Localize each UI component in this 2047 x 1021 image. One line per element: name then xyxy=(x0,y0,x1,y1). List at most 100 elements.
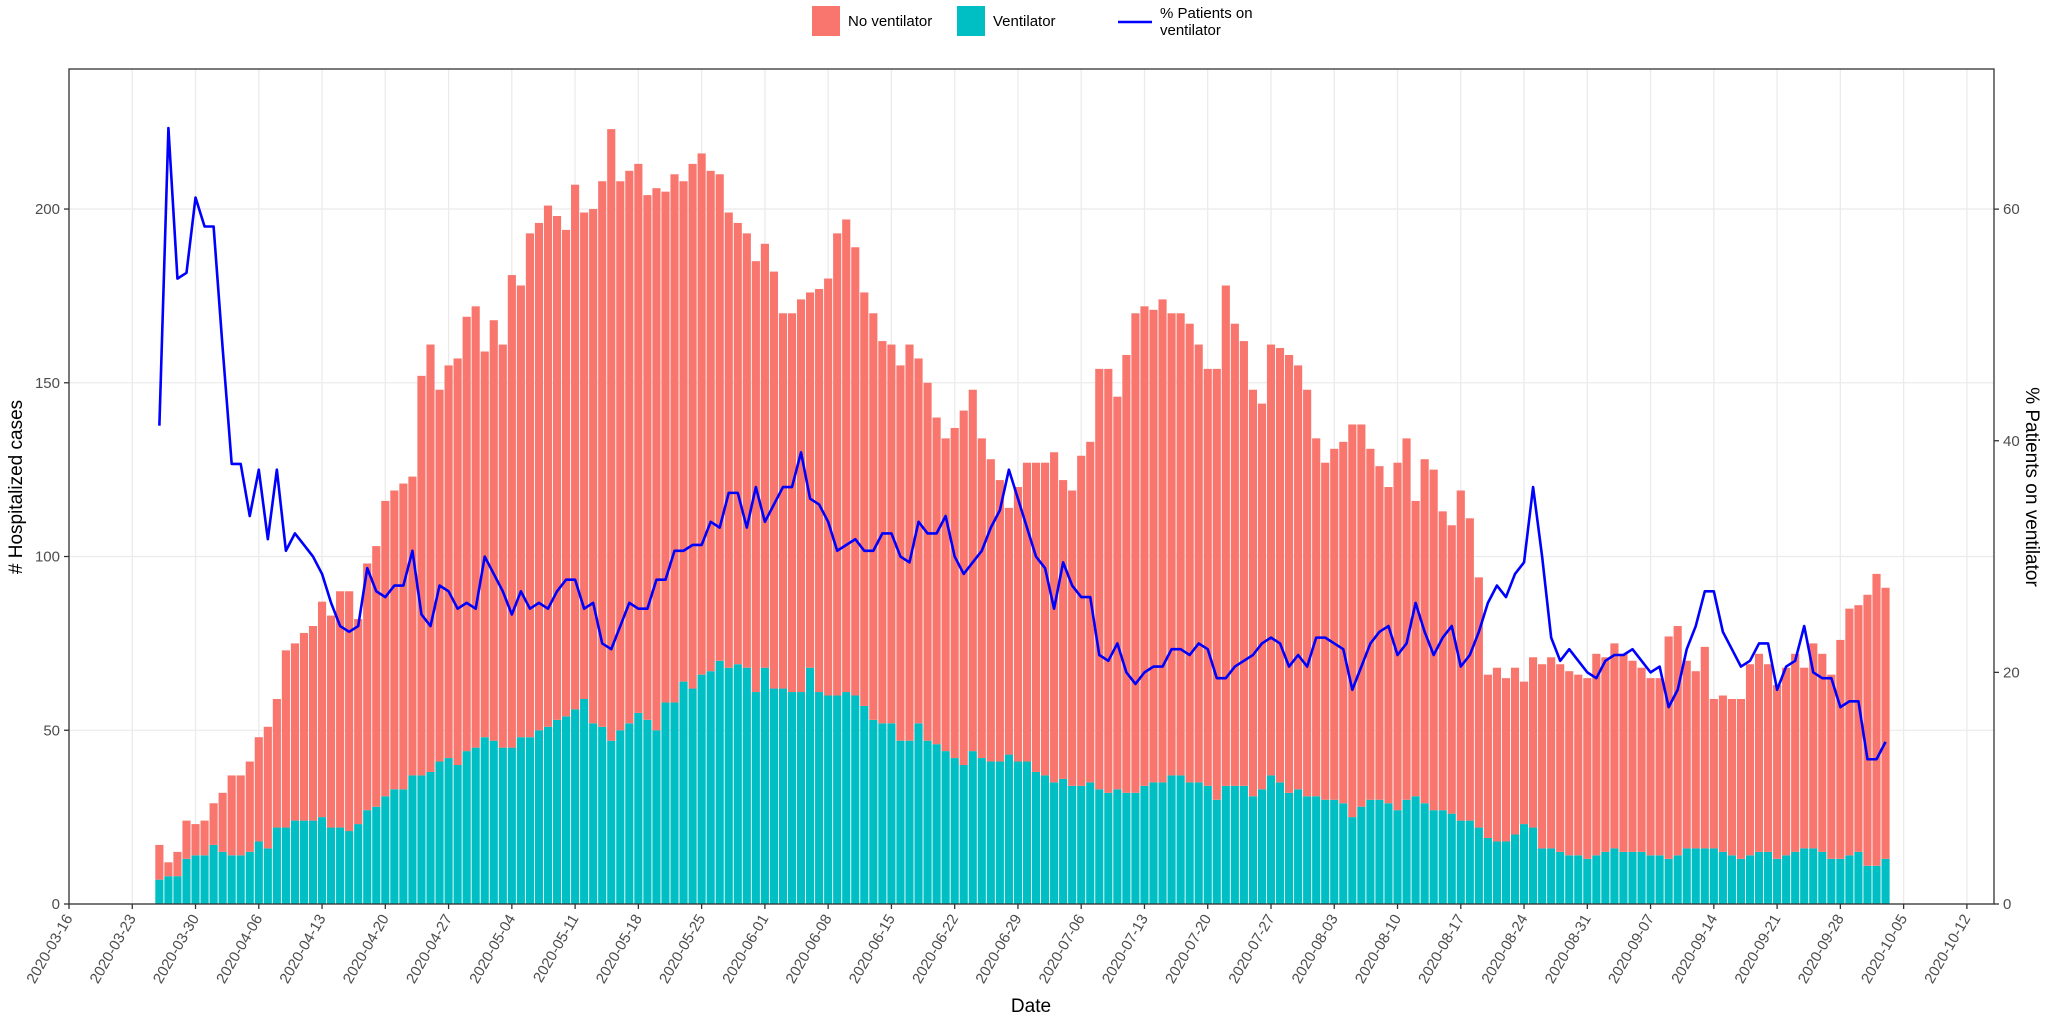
bar xyxy=(1285,792,1294,904)
bar xyxy=(607,129,616,741)
bar xyxy=(1655,678,1664,856)
bar xyxy=(426,344,435,772)
bar xyxy=(1330,448,1339,800)
x-tick-label: 2020-06-01 xyxy=(719,912,772,987)
bar xyxy=(1086,782,1095,904)
bar xyxy=(236,855,245,904)
bar xyxy=(652,730,661,904)
bar xyxy=(1230,323,1239,786)
bar xyxy=(498,747,507,904)
bar xyxy=(1429,469,1438,811)
bar xyxy=(1095,368,1104,790)
bar xyxy=(552,215,562,720)
bar xyxy=(616,730,625,904)
bar xyxy=(281,827,290,904)
bar xyxy=(652,188,661,731)
bar xyxy=(1872,573,1881,866)
bar xyxy=(1465,820,1474,904)
bar xyxy=(1646,855,1655,904)
bar xyxy=(1104,368,1113,793)
bar xyxy=(1510,667,1520,835)
bar xyxy=(1863,865,1872,904)
bar xyxy=(1646,678,1655,856)
bar xyxy=(489,740,498,904)
bar xyxy=(1700,646,1709,849)
y-tick-label: 100 xyxy=(35,549,60,566)
bar xyxy=(218,851,227,904)
bar xyxy=(1348,424,1357,818)
bar xyxy=(1212,799,1221,904)
y2-axis-title: % Patients on ventilator xyxy=(2021,387,2042,587)
bar xyxy=(1881,587,1890,859)
bar xyxy=(1086,441,1095,783)
bar xyxy=(363,563,372,811)
bar xyxy=(1809,643,1818,849)
bar xyxy=(561,716,571,904)
bar xyxy=(778,688,788,904)
plot-border xyxy=(68,68,1995,905)
bar xyxy=(354,619,363,825)
bar xyxy=(688,688,697,904)
bar xyxy=(1492,667,1502,842)
bar xyxy=(1321,799,1330,904)
bar xyxy=(1149,309,1158,783)
x-tick-label: 2020-04-06 xyxy=(213,912,266,987)
bar xyxy=(986,459,995,762)
bar xyxy=(516,285,525,738)
bar xyxy=(1583,678,1592,859)
bar xyxy=(1050,452,1059,783)
bar xyxy=(317,601,327,818)
bar xyxy=(1131,313,1140,793)
bar xyxy=(480,351,489,738)
bar xyxy=(806,292,815,668)
bar xyxy=(227,775,236,856)
bar xyxy=(760,243,769,668)
x-tick-label: 2020-09-07 xyxy=(1605,912,1658,987)
bar xyxy=(1384,803,1393,904)
bar xyxy=(245,761,254,852)
bar xyxy=(1366,799,1375,904)
bar xyxy=(281,650,290,828)
bar xyxy=(1773,858,1782,904)
bar xyxy=(923,740,932,904)
x-tick-label: 2020-10-05 xyxy=(1858,912,1911,987)
bar xyxy=(218,792,227,852)
bar xyxy=(1655,855,1664,904)
bar xyxy=(1718,695,1727,852)
bar xyxy=(1194,782,1203,904)
bar xyxy=(950,758,959,904)
bar xyxy=(1095,789,1104,904)
legend-label: % Patients on ventilator xyxy=(1160,5,1253,39)
bar xyxy=(697,153,706,675)
legend-key xyxy=(957,6,985,36)
bar xyxy=(1176,313,1185,776)
bar xyxy=(399,789,408,904)
bar xyxy=(1411,500,1420,797)
bar xyxy=(1077,785,1086,904)
bar xyxy=(1718,851,1727,904)
bar xyxy=(842,219,851,693)
x-tick-label: 2020-04-27 xyxy=(403,912,456,987)
bar xyxy=(869,719,878,904)
bar xyxy=(1782,667,1791,856)
bar xyxy=(1682,660,1691,849)
x-tick-label: 2020-05-11 xyxy=(530,912,583,986)
bar xyxy=(1836,639,1845,859)
bar xyxy=(173,851,182,877)
bar xyxy=(182,820,191,859)
bar xyxy=(1031,771,1041,904)
bar xyxy=(1393,462,1402,811)
bar xyxy=(1881,858,1890,904)
bar xyxy=(1754,851,1764,904)
bar xyxy=(1122,792,1131,904)
bar xyxy=(191,855,200,904)
bar xyxy=(507,275,516,748)
bar xyxy=(480,737,489,904)
bar xyxy=(1637,851,1646,904)
bar xyxy=(670,702,679,904)
bar xyxy=(796,299,806,693)
bar xyxy=(1519,681,1529,825)
x-tick-label: 2020-05-25 xyxy=(656,912,709,987)
bar xyxy=(697,674,706,904)
x-tick-label: 2020-03-16 xyxy=(23,912,76,987)
